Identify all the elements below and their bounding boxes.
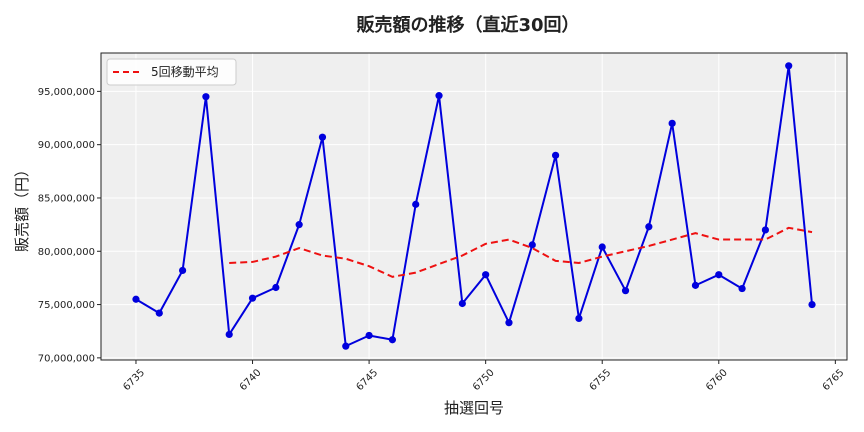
- sales-point: [785, 62, 793, 70]
- y-axis-label: 販売額（円）: [13, 162, 31, 252]
- sales-point: [505, 319, 513, 327]
- sales-point: [738, 284, 746, 293]
- sales-line: [135, 64, 814, 348]
- moving-average-line: [229, 226, 813, 278]
- x-tick-label: 6765: [821, 367, 847, 393]
- plot-frame: [100, 52, 848, 361]
- y-tick-label: 85,000,000: [38, 193, 95, 204]
- sales-point: [295, 221, 303, 229]
- x-tick-label: 6750: [471, 367, 497, 393]
- sales-point: [435, 92, 443, 100]
- plot-area: [101, 53, 847, 360]
- y-tick-label: 95,000,000: [38, 87, 95, 98]
- y-axis: 70,000,000 75,000,000 80,000,000 85,000,000…: [38, 87, 101, 364]
- legend-label-moving-average: 5回移動平均: [151, 65, 219, 79]
- sales-point: [761, 226, 770, 234]
- x-tick-label: 6740: [238, 367, 264, 393]
- sales-point: [668, 119, 676, 127]
- x-tick-label: 6760: [704, 367, 730, 393]
- chart-title: 販売額の推移（直近30回）: [356, 14, 579, 36]
- sales-point: [132, 295, 140, 303]
- sales-point: [528, 241, 536, 249]
- x-axis-label: 抽選回号: [444, 399, 504, 417]
- sales-point: [388, 336, 397, 344]
- sales-point: [365, 331, 373, 340]
- sales-point: [691, 281, 700, 289]
- sales-point: [318, 133, 327, 141]
- sales-point: [178, 266, 187, 275]
- x-axis: 6735 6740 6745 6750 6755 6760 6765: [121, 360, 846, 393]
- sales-point: [248, 294, 257, 302]
- x-tick-label: 6755: [588, 367, 614, 393]
- sales-point: [715, 271, 723, 279]
- sales-point: [272, 283, 280, 292]
- legend: 5回移動平均: [106, 58, 237, 86]
- y-tick-label: 80,000,000: [38, 247, 95, 258]
- x-tick-label: 6745: [354, 367, 380, 393]
- sales-point: [225, 330, 233, 339]
- sales-point: [202, 93, 210, 101]
- y-tick-label: 70,000,000: [38, 353, 95, 364]
- sales-point: [645, 223, 653, 231]
- series-layer: [100, 52, 848, 361]
- sales-point: [551, 151, 560, 159]
- sales-point: [482, 271, 490, 279]
- sales-point: [598, 243, 606, 251]
- legend-box: [106, 58, 237, 86]
- sales-point: [155, 309, 163, 317]
- sales-point: [808, 300, 816, 309]
- x-tick-label: 6735: [121, 367, 147, 393]
- sales-point: [458, 299, 466, 308]
- sales-point: [621, 287, 630, 295]
- sales-point: [412, 200, 420, 208]
- sales-point: [575, 314, 583, 323]
- y-tick-label: 90,000,000: [38, 140, 95, 151]
- y-tick-label: 75,000,000: [38, 300, 95, 311]
- sales-point: [342, 342, 350, 350]
